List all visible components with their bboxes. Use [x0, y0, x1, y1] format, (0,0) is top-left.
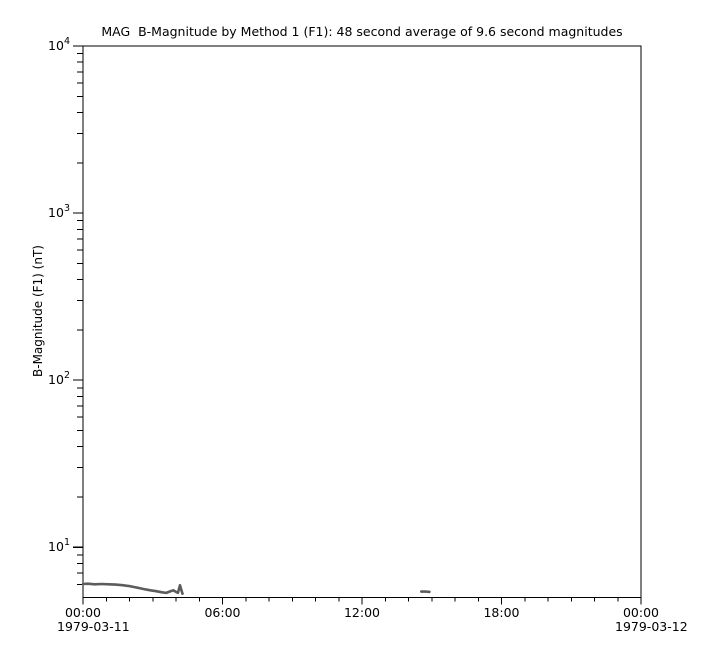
y-tick-label: 101 — [48, 537, 70, 554]
y-tick-label: 103 — [48, 203, 70, 220]
x-tick-label: 18:00 — [483, 605, 519, 620]
x-tick-label: 12:00 — [344, 605, 380, 620]
plot-frame — [82, 45, 642, 599]
x-date-label: 1979-03-11 — [57, 619, 130, 634]
x-tick-label: 00:00 — [65, 605, 101, 620]
data-series-line — [81, 582, 184, 596]
chart-title: MAG B-Magnitude by Method 1 (F1): 48 sec… — [101, 24, 623, 39]
x-tick-label: 06:00 — [204, 605, 240, 620]
x-date-label: 1979-03-12 — [615, 619, 688, 634]
y-tick-label: 104 — [48, 36, 70, 53]
y-tick-label: 102 — [48, 370, 70, 387]
x-tick-label: 00:00 — [623, 605, 659, 620]
